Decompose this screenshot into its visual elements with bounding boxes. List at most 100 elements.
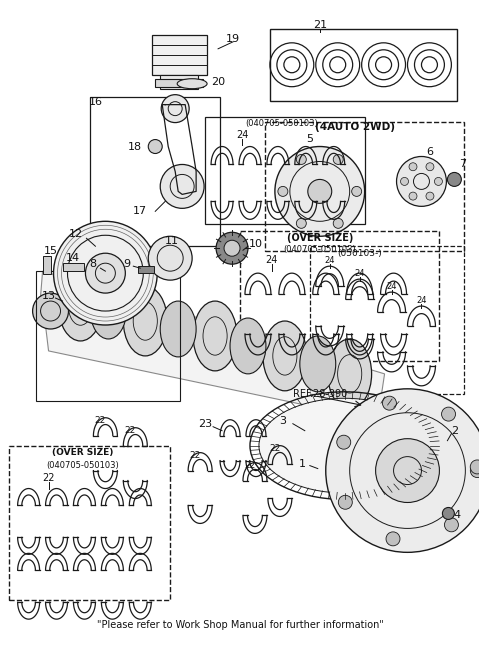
Text: 19: 19 bbox=[226, 34, 240, 44]
Circle shape bbox=[216, 232, 248, 264]
Text: 22: 22 bbox=[42, 473, 55, 482]
Circle shape bbox=[333, 155, 343, 164]
Text: 2: 2 bbox=[451, 426, 458, 436]
Ellipse shape bbox=[328, 339, 372, 409]
Circle shape bbox=[376, 439, 439, 503]
Text: 8: 8 bbox=[89, 259, 96, 269]
Text: 24: 24 bbox=[324, 256, 335, 265]
Text: 1: 1 bbox=[300, 458, 306, 469]
Text: (050103-): (050103-) bbox=[337, 248, 382, 258]
Text: (OVER SIZE): (OVER SIZE) bbox=[287, 233, 353, 243]
Text: 24: 24 bbox=[236, 130, 248, 140]
Circle shape bbox=[161, 95, 189, 123]
Text: 18: 18 bbox=[128, 141, 143, 151]
Circle shape bbox=[148, 140, 162, 153]
Text: 24: 24 bbox=[416, 295, 427, 304]
Circle shape bbox=[400, 177, 408, 185]
Circle shape bbox=[352, 186, 361, 196]
Bar bbox=[205, 117, 365, 224]
Text: "Please refer to Work Shop Manual for further information": "Please refer to Work Shop Manual for fu… bbox=[96, 620, 384, 630]
Bar bbox=[155, 79, 203, 87]
Circle shape bbox=[33, 293, 69, 329]
Text: 14: 14 bbox=[65, 253, 80, 263]
Text: 24: 24 bbox=[354, 269, 365, 278]
Circle shape bbox=[396, 156, 446, 206]
Text: 5: 5 bbox=[306, 134, 313, 143]
Ellipse shape bbox=[230, 318, 266, 374]
Ellipse shape bbox=[90, 283, 126, 339]
Bar bbox=[270, 29, 457, 100]
Circle shape bbox=[383, 396, 396, 410]
Circle shape bbox=[85, 253, 125, 293]
Text: (040705-050103): (040705-050103) bbox=[46, 461, 119, 470]
Bar bbox=[36, 271, 180, 401]
Text: 24: 24 bbox=[266, 255, 278, 265]
Text: 21: 21 bbox=[312, 20, 327, 30]
Text: 6: 6 bbox=[426, 147, 433, 156]
Bar bbox=[62, 263, 84, 271]
Bar bbox=[152, 35, 207, 75]
Ellipse shape bbox=[123, 286, 167, 356]
Text: 23: 23 bbox=[198, 419, 212, 429]
Bar bbox=[240, 231, 439, 361]
Bar bbox=[310, 246, 464, 394]
Circle shape bbox=[224, 240, 240, 256]
Bar bbox=[9, 446, 170, 600]
Circle shape bbox=[308, 179, 332, 203]
Text: 15: 15 bbox=[44, 246, 58, 256]
Bar bbox=[265, 121, 464, 251]
Circle shape bbox=[426, 163, 434, 171]
Circle shape bbox=[426, 192, 434, 200]
Ellipse shape bbox=[259, 398, 431, 493]
Circle shape bbox=[470, 464, 480, 477]
Ellipse shape bbox=[193, 301, 237, 371]
Text: (OVER SIZE): (OVER SIZE) bbox=[52, 448, 113, 457]
Circle shape bbox=[434, 177, 443, 185]
Text: (040705-050103): (040705-050103) bbox=[283, 244, 356, 254]
Bar bbox=[90, 96, 220, 246]
Ellipse shape bbox=[263, 321, 307, 391]
Text: 22: 22 bbox=[125, 426, 136, 435]
Text: REF.28-390: REF.28-390 bbox=[293, 389, 347, 399]
Circle shape bbox=[338, 496, 352, 509]
Bar bbox=[160, 75, 198, 89]
Text: 10: 10 bbox=[249, 239, 263, 249]
Circle shape bbox=[409, 192, 417, 200]
Text: 22: 22 bbox=[269, 444, 280, 453]
Circle shape bbox=[444, 518, 458, 532]
Text: 24: 24 bbox=[386, 282, 397, 291]
Circle shape bbox=[470, 460, 480, 474]
Text: 20: 20 bbox=[211, 77, 225, 87]
Text: 9: 9 bbox=[123, 259, 130, 269]
Ellipse shape bbox=[300, 336, 336, 392]
Text: 22: 22 bbox=[244, 461, 255, 470]
Circle shape bbox=[442, 407, 456, 421]
Circle shape bbox=[54, 221, 157, 325]
Text: 22: 22 bbox=[190, 451, 201, 460]
Ellipse shape bbox=[177, 79, 207, 89]
Bar bbox=[138, 266, 154, 273]
Circle shape bbox=[160, 164, 204, 209]
Circle shape bbox=[275, 147, 365, 236]
Ellipse shape bbox=[59, 271, 102, 341]
Text: 13: 13 bbox=[42, 291, 56, 301]
Text: 17: 17 bbox=[133, 206, 147, 216]
Circle shape bbox=[326, 389, 480, 552]
Text: 22: 22 bbox=[95, 416, 106, 425]
Circle shape bbox=[447, 172, 461, 186]
Text: 7: 7 bbox=[459, 160, 466, 170]
Circle shape bbox=[296, 155, 306, 164]
Polygon shape bbox=[41, 271, 384, 421]
Text: (040705-050103): (040705-050103) bbox=[245, 119, 318, 128]
Bar bbox=[43, 256, 50, 274]
Circle shape bbox=[148, 236, 192, 280]
Circle shape bbox=[386, 532, 400, 546]
Text: 12: 12 bbox=[69, 230, 83, 239]
Ellipse shape bbox=[160, 301, 196, 357]
Circle shape bbox=[296, 218, 306, 228]
Circle shape bbox=[333, 218, 343, 228]
Text: 16: 16 bbox=[88, 96, 102, 107]
Text: 3: 3 bbox=[279, 416, 287, 426]
Circle shape bbox=[443, 507, 455, 520]
Circle shape bbox=[337, 436, 351, 449]
